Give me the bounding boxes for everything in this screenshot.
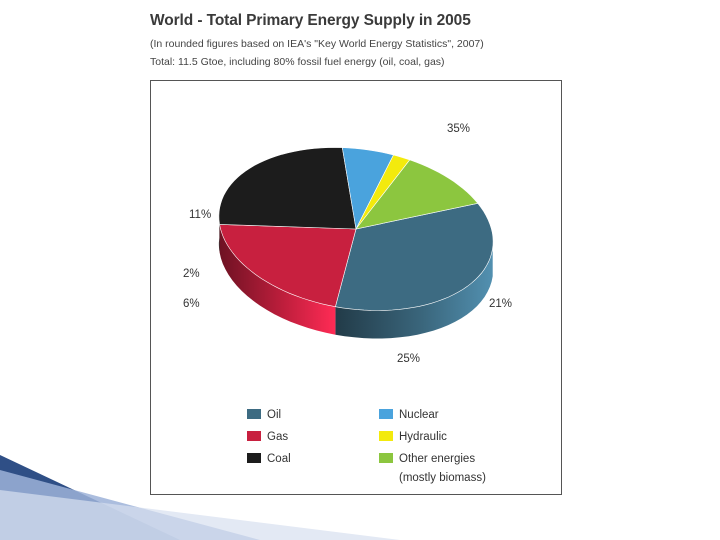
legend-swatch-gas	[247, 431, 261, 441]
pie-side-oil	[335, 248, 493, 339]
legend-item-nuclear: Nuclear	[379, 409, 439, 421]
slice-label-coal: 25%	[397, 353, 421, 365]
legend-label-gas: Gas	[267, 431, 289, 443]
chart-subtitle: (In rounded figures based on IEA's "Key …	[150, 38, 484, 50]
chart-subtitle-total: Total: 11.5 Gtoe, including 80% fossil f…	[150, 56, 445, 68]
legend-swatch-oil	[247, 409, 261, 419]
legend-label-nuclear: Nuclear	[399, 409, 439, 421]
pie-slice-gas	[219, 224, 357, 308]
legend-swatch-hydraulic	[379, 431, 393, 441]
legend-item-hydraulic: Hydraulic	[379, 431, 447, 443]
pie-side-coal	[218, 209, 220, 253]
legend-item-gas: Gas	[247, 431, 288, 443]
legend-label-hydraulic: Hydraulic	[399, 431, 447, 443]
slice-label-hydraulic: 2%	[183, 268, 200, 280]
slice-label-gas: 21%	[489, 298, 513, 310]
pie-side-gas	[219, 224, 336, 335]
legend-note: (mostly biomass)	[399, 472, 486, 484]
legend-swatch-other	[379, 453, 393, 463]
legend-label-oil: Oil	[267, 409, 282, 421]
pie-slice-nuclear	[341, 147, 394, 230]
pie-slice-other-energies	[355, 159, 479, 230]
legend-item-oil: Oil	[247, 409, 281, 421]
legend-label-coal: Coal	[267, 453, 291, 465]
pie-chart	[218, 147, 494, 339]
chart-title: World - Total Primary Energy Supply in 2…	[150, 12, 471, 29]
pie-slice-oil	[335, 202, 494, 311]
slice-label-nuclear: 6%	[183, 298, 200, 310]
legend-label-other: Other energies	[399, 453, 476, 465]
slice-label-oil: 35%	[447, 123, 471, 135]
slice-label-other: 11%	[189, 209, 212, 221]
pie-side-walls	[218, 209, 493, 339]
legend-item-other: Other energies	[379, 453, 475, 465]
pie-slice-coal	[218, 147, 357, 230]
legend-swatch-nuclear	[379, 409, 393, 419]
legend-swatch-coal	[247, 453, 261, 463]
pie-top-faces	[218, 147, 494, 311]
legend-item-coal: Coal	[247, 453, 291, 465]
corner-band-pale	[0, 490, 400, 540]
chart-frame: 35% 21% 25% 6% 2% 11% Oil Gas Coal Nucle…	[150, 80, 562, 495]
